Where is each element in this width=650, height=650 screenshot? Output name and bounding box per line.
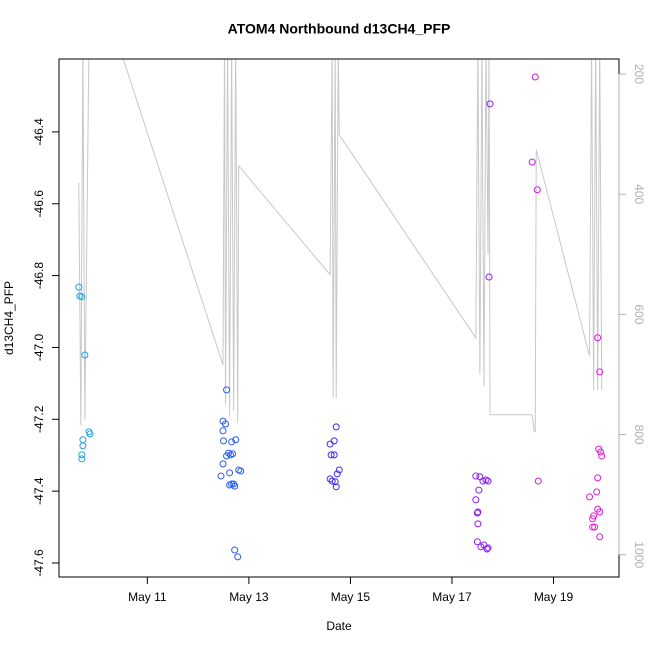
point <box>219 437 227 445</box>
point <box>598 452 606 460</box>
point <box>330 451 338 459</box>
point <box>219 427 227 435</box>
point <box>472 472 480 480</box>
x-tick-label: May 11 <box>128 590 167 604</box>
point <box>335 466 343 474</box>
point <box>332 483 340 491</box>
y-tick-label: -47.2 <box>32 405 46 433</box>
point <box>226 469 234 477</box>
point <box>331 478 339 486</box>
point <box>217 472 225 480</box>
y-axis-label: d13CH4_PFP <box>2 281 16 355</box>
point <box>223 452 231 460</box>
point <box>594 334 602 342</box>
plot-frame <box>58 58 620 578</box>
point <box>589 515 597 523</box>
point <box>484 544 492 552</box>
y2-tick-label: 600 <box>632 304 646 324</box>
point <box>528 158 536 166</box>
point <box>231 482 239 490</box>
point <box>484 477 492 485</box>
y-tick-label: -47.0 <box>32 333 46 361</box>
y-tick-label: -47.6 <box>32 549 46 577</box>
point <box>232 436 240 444</box>
y2-tick-label: 200 <box>632 64 646 84</box>
point <box>227 451 235 459</box>
point <box>327 451 335 459</box>
point <box>330 437 338 445</box>
point <box>596 533 604 541</box>
point <box>486 100 494 108</box>
x-tick-label: May 19 <box>534 590 574 604</box>
point <box>79 436 87 444</box>
point <box>78 455 86 463</box>
point <box>222 420 230 428</box>
point <box>473 509 481 517</box>
point <box>597 448 605 456</box>
point <box>328 477 336 485</box>
point <box>219 460 227 468</box>
point <box>473 538 481 546</box>
point <box>483 545 491 553</box>
x-tick-label: May 17 <box>432 590 472 604</box>
point <box>475 486 483 494</box>
chart-title: ATOM4 Northbound d13CH4_PFP <box>228 21 451 37</box>
point <box>333 470 341 478</box>
point <box>79 442 87 450</box>
y-tick-label: -46.8 <box>32 262 46 290</box>
point <box>485 273 493 281</box>
point <box>479 477 487 485</box>
point <box>78 451 86 459</box>
point <box>589 523 597 531</box>
point <box>234 553 242 561</box>
point <box>235 466 243 474</box>
point <box>594 474 602 482</box>
point <box>474 520 482 528</box>
point <box>593 488 601 496</box>
point <box>531 73 539 81</box>
point <box>472 496 480 504</box>
point <box>476 473 484 481</box>
point <box>223 386 231 394</box>
plot-area <box>75 59 606 561</box>
point <box>78 293 86 301</box>
point <box>226 481 234 489</box>
y-tick-label: -46.4 <box>32 118 46 146</box>
point <box>86 430 94 438</box>
point <box>586 493 594 501</box>
y-tick-label: -47.4 <box>32 477 46 505</box>
point <box>591 523 599 531</box>
y2-tick-label: 800 <box>632 425 646 445</box>
point <box>332 423 340 431</box>
x-tick-label: May 13 <box>229 590 269 604</box>
point <box>326 475 334 483</box>
point <box>596 508 604 516</box>
y2-tick-label: 400 <box>632 184 646 204</box>
x-tick-label: May 15 <box>331 590 371 604</box>
point <box>326 440 334 448</box>
y2-tick-label: 1000 <box>632 541 646 568</box>
point <box>534 477 542 485</box>
point <box>231 546 239 554</box>
point <box>81 351 89 359</box>
point <box>75 283 83 291</box>
point <box>477 543 485 551</box>
x-axis-label: Date <box>326 619 352 633</box>
point <box>228 438 236 446</box>
y-tick-label: -46.6 <box>32 190 46 218</box>
point <box>533 186 541 194</box>
point <box>596 368 604 376</box>
pressure-line <box>78 59 603 433</box>
